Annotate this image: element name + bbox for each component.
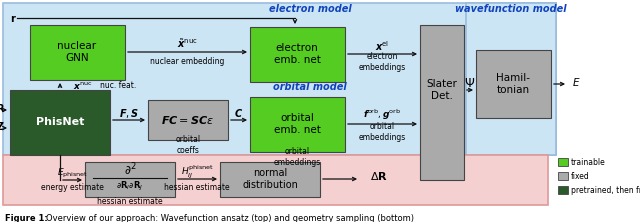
FancyBboxPatch shape bbox=[420, 25, 464, 180]
Text: nuclear embedding: nuclear embedding bbox=[150, 57, 224, 65]
Text: orbital
emb. net: orbital emb. net bbox=[273, 113, 321, 135]
FancyBboxPatch shape bbox=[476, 50, 551, 118]
Text: nuc. feat.: nuc. feat. bbox=[100, 81, 136, 89]
Text: wavefunction model: wavefunction model bbox=[455, 4, 567, 14]
Text: hessian estimate: hessian estimate bbox=[97, 196, 163, 206]
Text: $\boldsymbol{x}^\mathrm{nuc}$: $\boldsymbol{x}^\mathrm{nuc}$ bbox=[73, 79, 92, 91]
Text: $\Psi$: $\Psi$ bbox=[465, 77, 476, 89]
Text: Hamil-
tonian: Hamil- tonian bbox=[496, 73, 530, 95]
FancyBboxPatch shape bbox=[558, 158, 568, 166]
Text: Overview of our approach: Wavefunction ansatz (top) and geometry sampling (botto: Overview of our approach: Wavefunction a… bbox=[46, 214, 414, 222]
Text: normal
distribution: normal distribution bbox=[242, 168, 298, 190]
Text: $\mathit{E}$: $\mathit{E}$ bbox=[572, 76, 580, 88]
Text: $\mathbf{Z}$: $\mathbf{Z}$ bbox=[0, 120, 5, 132]
Text: $\boldsymbol{x}^\mathrm{el}$: $\boldsymbol{x}^\mathrm{el}$ bbox=[375, 39, 389, 53]
FancyBboxPatch shape bbox=[220, 162, 320, 197]
Text: electron
emb. net: electron emb. net bbox=[273, 43, 321, 65]
Text: $H_{IJ}^\mathrm{phisnet}$: $H_{IJ}^\mathrm{phisnet}$ bbox=[180, 164, 213, 180]
Text: PhisNet: PhisNet bbox=[36, 117, 84, 127]
FancyBboxPatch shape bbox=[558, 186, 568, 194]
Text: Slater
Det.: Slater Det. bbox=[427, 79, 458, 101]
FancyBboxPatch shape bbox=[558, 172, 568, 180]
Text: $\mathbf{r}$: $\mathbf{r}$ bbox=[10, 12, 17, 24]
FancyBboxPatch shape bbox=[250, 97, 345, 152]
Text: $\mathbf{R}$: $\mathbf{R}$ bbox=[0, 102, 5, 114]
Text: $\partial\mathbf{R}_I\partial\mathbf{R}_J$: $\partial\mathbf{R}_I\partial\mathbf{R}_… bbox=[116, 179, 143, 192]
Text: orbital
embeddings: orbital embeddings bbox=[273, 147, 321, 167]
Text: $\boldsymbol{C}$: $\boldsymbol{C}$ bbox=[234, 107, 244, 119]
Text: electron model: electron model bbox=[269, 4, 351, 14]
Text: fixed: fixed bbox=[571, 172, 589, 180]
Text: hessian estimate: hessian estimate bbox=[164, 182, 230, 192]
Text: energy estimate: energy estimate bbox=[40, 182, 104, 192]
Text: Figure 1:: Figure 1: bbox=[5, 214, 51, 222]
Text: $\tilde{\boldsymbol{x}}^\mathrm{nuc}$: $\tilde{\boldsymbol{x}}^\mathrm{nuc}$ bbox=[177, 38, 197, 50]
Text: orbital
embeddings: orbital embeddings bbox=[358, 122, 406, 142]
FancyBboxPatch shape bbox=[3, 3, 556, 155]
FancyBboxPatch shape bbox=[466, 3, 556, 155]
Text: $\boldsymbol{FC}=\boldsymbol{SC}\epsilon$: $\boldsymbol{FC}=\boldsymbol{SC}\epsilon… bbox=[161, 114, 214, 126]
Text: orbital
coeffs: orbital coeffs bbox=[175, 135, 200, 155]
Text: trainable: trainable bbox=[571, 157, 605, 166]
Text: $E_\mathrm{phisnet}$: $E_\mathrm{phisnet}$ bbox=[56, 166, 88, 180]
Text: $\boldsymbol{F}, \boldsymbol{S}$: $\boldsymbol{F}, \boldsymbol{S}$ bbox=[119, 107, 139, 119]
Text: $\Delta\mathbf{R}$: $\Delta\mathbf{R}$ bbox=[370, 170, 388, 182]
FancyBboxPatch shape bbox=[3, 155, 548, 205]
FancyBboxPatch shape bbox=[10, 90, 110, 155]
FancyBboxPatch shape bbox=[148, 100, 228, 140]
Text: $\boldsymbol{f}^\mathrm{orb}, \boldsymbol{g}^\mathrm{orb}$: $\boldsymbol{f}^\mathrm{orb}, \boldsymbo… bbox=[363, 108, 401, 122]
Text: nuclear
GNN: nuclear GNN bbox=[58, 41, 97, 63]
FancyBboxPatch shape bbox=[30, 25, 125, 80]
Text: electron
embeddings: electron embeddings bbox=[358, 52, 406, 72]
FancyBboxPatch shape bbox=[250, 27, 345, 82]
Text: pretrained, then frozen: pretrained, then frozen bbox=[571, 186, 640, 194]
FancyBboxPatch shape bbox=[85, 162, 175, 197]
Text: orbital model: orbital model bbox=[273, 82, 347, 92]
Text: $\partial^2$: $\partial^2$ bbox=[124, 162, 136, 178]
